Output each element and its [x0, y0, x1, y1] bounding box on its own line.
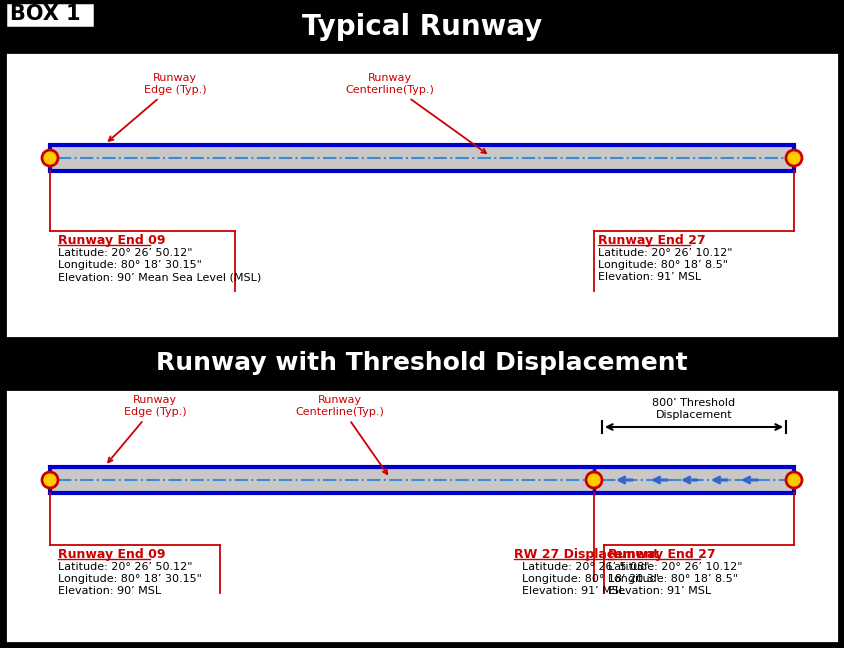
Bar [5, 389, 839, 643]
Text: Runway
Centerline(Typ.): Runway Centerline(Typ.) [345, 73, 486, 153]
Text: Runway End 27: Runway End 27 [598, 234, 706, 247]
Text: Latitude: 20° 26’ 50.12": Latitude: 20° 26’ 50.12" [58, 562, 192, 572]
Text: Runway End 27: Runway End 27 [608, 548, 716, 561]
Text: Runway End 09: Runway End 09 [58, 234, 165, 247]
Text: 800’ Threshold
Displacement: 800’ Threshold Displacement [652, 399, 736, 420]
Text: Latitude: 20° 26’ 10.12": Latitude: 20° 26’ 10.12" [608, 562, 743, 572]
Circle shape [786, 150, 802, 166]
Text: Longitude: 80° 18’ 8.5": Longitude: 80° 18’ 8.5" [608, 574, 738, 584]
Text: Elevation: 91’ MSL: Elevation: 91’ MSL [608, 586, 711, 596]
Text: Longitude: 80° 18’ 20.3": Longitude: 80° 18’ 20.3" [522, 574, 659, 584]
Circle shape [42, 150, 58, 166]
Text: Longitude: 80° 18’ 8.5": Longitude: 80° 18’ 8.5" [598, 260, 728, 270]
Bar [5, 52, 839, 338]
Text: Latitude: 20° 26’ 5.08": Latitude: 20° 26’ 5.08" [522, 562, 650, 572]
Circle shape [786, 472, 802, 488]
Text: Runway with Threshold Displacement: Runway with Threshold Displacement [156, 351, 688, 375]
Text: Elevation: 90’ MSL: Elevation: 90’ MSL [58, 586, 161, 596]
Bar [5, 2, 95, 28]
Bar [50, 145, 794, 171]
Circle shape [42, 472, 58, 488]
Text: BOX 1: BOX 1 [10, 4, 81, 24]
Text: Elevation: 90’ Mean Sea Level (MSL): Elevation: 90’ Mean Sea Level (MSL) [58, 272, 262, 282]
Circle shape [586, 472, 602, 488]
Bar [50, 467, 794, 493]
Bar [0, 3, 844, 51]
Text: Typical Runway: Typical Runway [302, 13, 542, 41]
Text: RW 27 Displacement: RW 27 Displacement [514, 548, 659, 561]
Text: Elevation: 91’ MSL: Elevation: 91’ MSL [598, 272, 701, 282]
Bar [0, 338, 844, 388]
Text: Runway End 09: Runway End 09 [58, 548, 165, 561]
Text: Longitude: 80° 18’ 30.15": Longitude: 80° 18’ 30.15" [58, 260, 202, 270]
Text: Latitude: 20° 26’ 10.12": Latitude: 20° 26’ 10.12" [598, 248, 733, 258]
Text: Latitude: 20° 26’ 50.12": Latitude: 20° 26’ 50.12" [58, 248, 192, 258]
Text: Runway
Edge (Typ.): Runway Edge (Typ.) [109, 73, 206, 141]
Text: Longitude: 80° 18’ 30.15": Longitude: 80° 18’ 30.15" [58, 574, 202, 584]
Text: Runway
Centerline(Typ.): Runway Centerline(Typ.) [295, 395, 387, 474]
Text: Runway
Edge (Typ.): Runway Edge (Typ.) [108, 395, 187, 462]
Text: Elevation: 91’ MSL: Elevation: 91’ MSL [522, 586, 625, 596]
